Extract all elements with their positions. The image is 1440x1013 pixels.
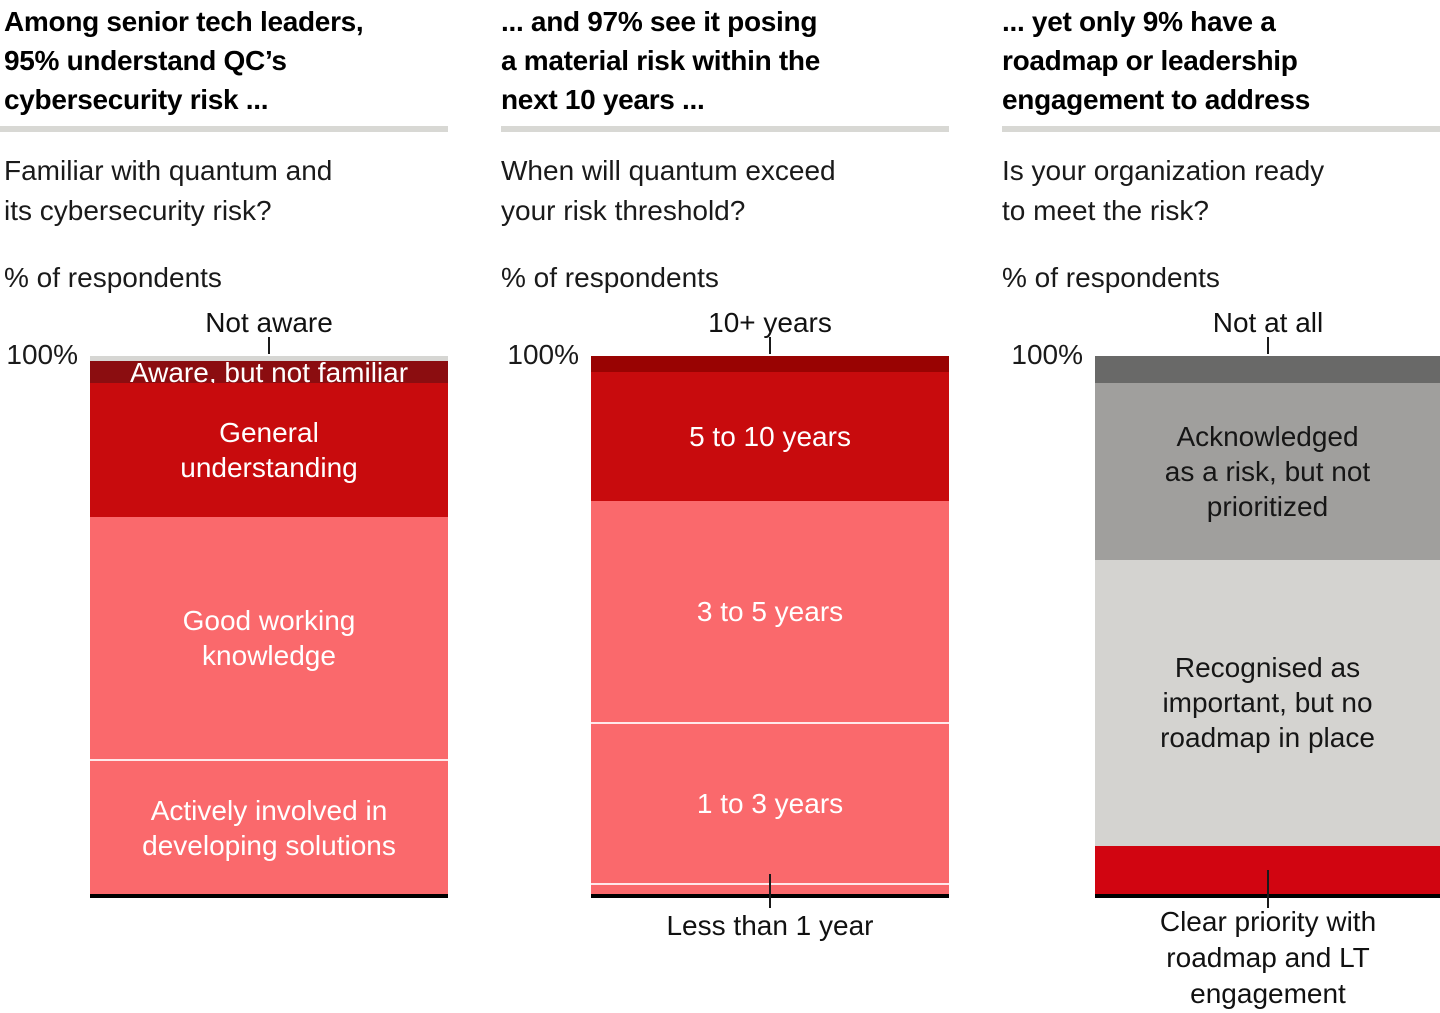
stacked-bar: Aware, but not familiar General understan… xyxy=(90,356,448,894)
y-axis-100-label: 100% xyxy=(1011,339,1083,370)
bar-segment: Good working knowledge xyxy=(90,517,448,760)
bar-segment: Aware, but not familiar xyxy=(90,357,448,388)
panel-familiarity: Among senior tech leaders, 95% understan… xyxy=(0,0,448,1013)
axis-unit-label: % of respondents xyxy=(1002,262,1220,293)
bar-segment: Acknowledged as a risk, but not prioriti… xyxy=(1095,382,1440,561)
bottom-callout-label: Clear priority with roadmap and LT engag… xyxy=(1159,906,1377,1009)
bottom-callout-label: Less than 1 year xyxy=(666,910,874,941)
bar-segment xyxy=(1095,356,1440,383)
panel-title: ... yet only 9% have a roadmap or leader… xyxy=(1002,6,1311,115)
top-callout-tick xyxy=(1267,337,1269,354)
y-axis-100-label: 100% xyxy=(6,339,78,370)
stacked-bar: Acknowledged as a risk, but not prioriti… xyxy=(1095,356,1440,894)
x-axis-line xyxy=(90,894,448,898)
title-rule xyxy=(1002,126,1440,132)
bar-segment: General understanding xyxy=(90,382,448,518)
y-axis-100-label: 100% xyxy=(507,339,579,370)
stacked-bar: 5 to 10 years 3 to 5 years 1 to 3 years xyxy=(591,356,949,894)
bottom-callout-tick xyxy=(769,874,771,908)
panel-question: Familiar with quantum and its cybersecur… xyxy=(4,155,333,226)
panel-readiness: ... yet only 9% have a roadmap or leader… xyxy=(1002,0,1440,1013)
bar-segment: 3 to 5 years xyxy=(591,501,949,722)
title-rule xyxy=(501,126,949,132)
panel-title: ... and 97% see it posing a material ris… xyxy=(501,6,820,115)
bar-segment: Actively involved in developing solution… xyxy=(90,759,448,894)
axis-unit-label: % of respondents xyxy=(501,262,719,293)
bar-segment xyxy=(90,356,448,362)
panel-question: When will quantum exceed your risk thres… xyxy=(501,155,836,226)
bar-segment: Recognised as important, but no roadmap … xyxy=(1095,560,1440,846)
top-callout-tick xyxy=(769,337,771,354)
top-callout-label: Not aware xyxy=(205,307,333,338)
panel-risk-timing: ... and 97% see it posing a material ris… xyxy=(501,0,949,1013)
top-callout-label: 10+ years xyxy=(708,307,832,338)
title-rule xyxy=(0,126,448,132)
top-callout-label: Not at all xyxy=(1212,307,1324,338)
panel-question: Is your organization ready to meet the r… xyxy=(1002,155,1325,226)
bar-segment: 5 to 10 years xyxy=(591,372,949,502)
panel-title: Among senior tech leaders, 95% understan… xyxy=(4,6,364,115)
axis-unit-label: % of respondents xyxy=(4,262,222,293)
bar-segment xyxy=(591,356,949,373)
top-callout-tick xyxy=(268,337,270,354)
bottom-callout-tick xyxy=(1267,870,1269,908)
bar-segment: 1 to 3 years xyxy=(591,721,949,884)
